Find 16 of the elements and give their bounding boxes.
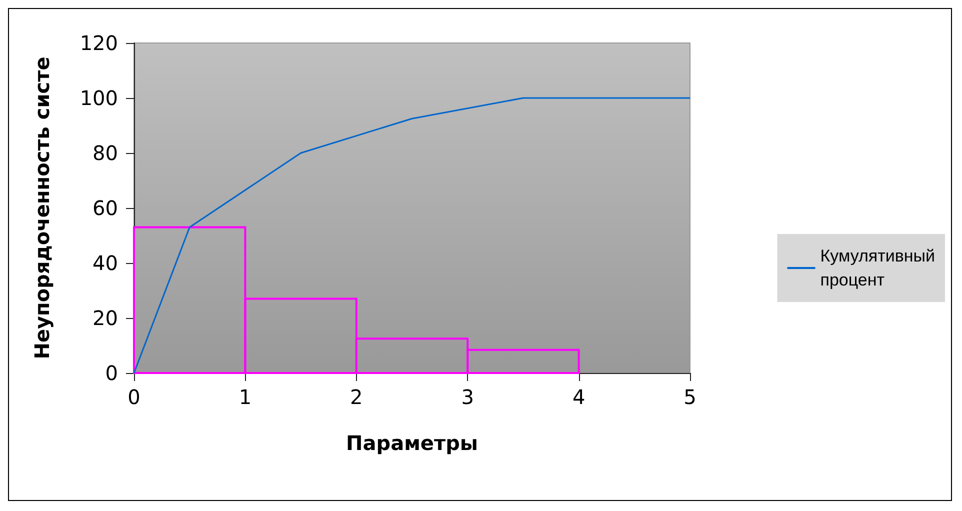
x-tick-label: 3 — [461, 385, 474, 409]
x-tick-label: 0 — [128, 385, 140, 409]
y-tick-label: 80 — [92, 141, 118, 165]
y-tick-label: 40 — [92, 251, 118, 275]
x-tick-label: 2 — [350, 385, 363, 409]
y-tick-label: 20 — [92, 306, 118, 330]
x-tick-label: 1 — [238, 385, 252, 409]
y-tick-label: 120 — [80, 31, 118, 55]
x-tick-label: 4 — [572, 385, 586, 409]
legend-label: Кумулятивный процент — [820, 246, 936, 290]
y-tick-label: 60 — [92, 196, 118, 220]
x-axis-title: Параметры — [346, 431, 478, 455]
y-tick-label: 0 — [105, 361, 118, 385]
x-tick-label: 5 — [684, 385, 696, 409]
y-tick-label: 100 — [80, 86, 118, 110]
y-axis-title: Неупорядоченность систе — [30, 56, 54, 360]
